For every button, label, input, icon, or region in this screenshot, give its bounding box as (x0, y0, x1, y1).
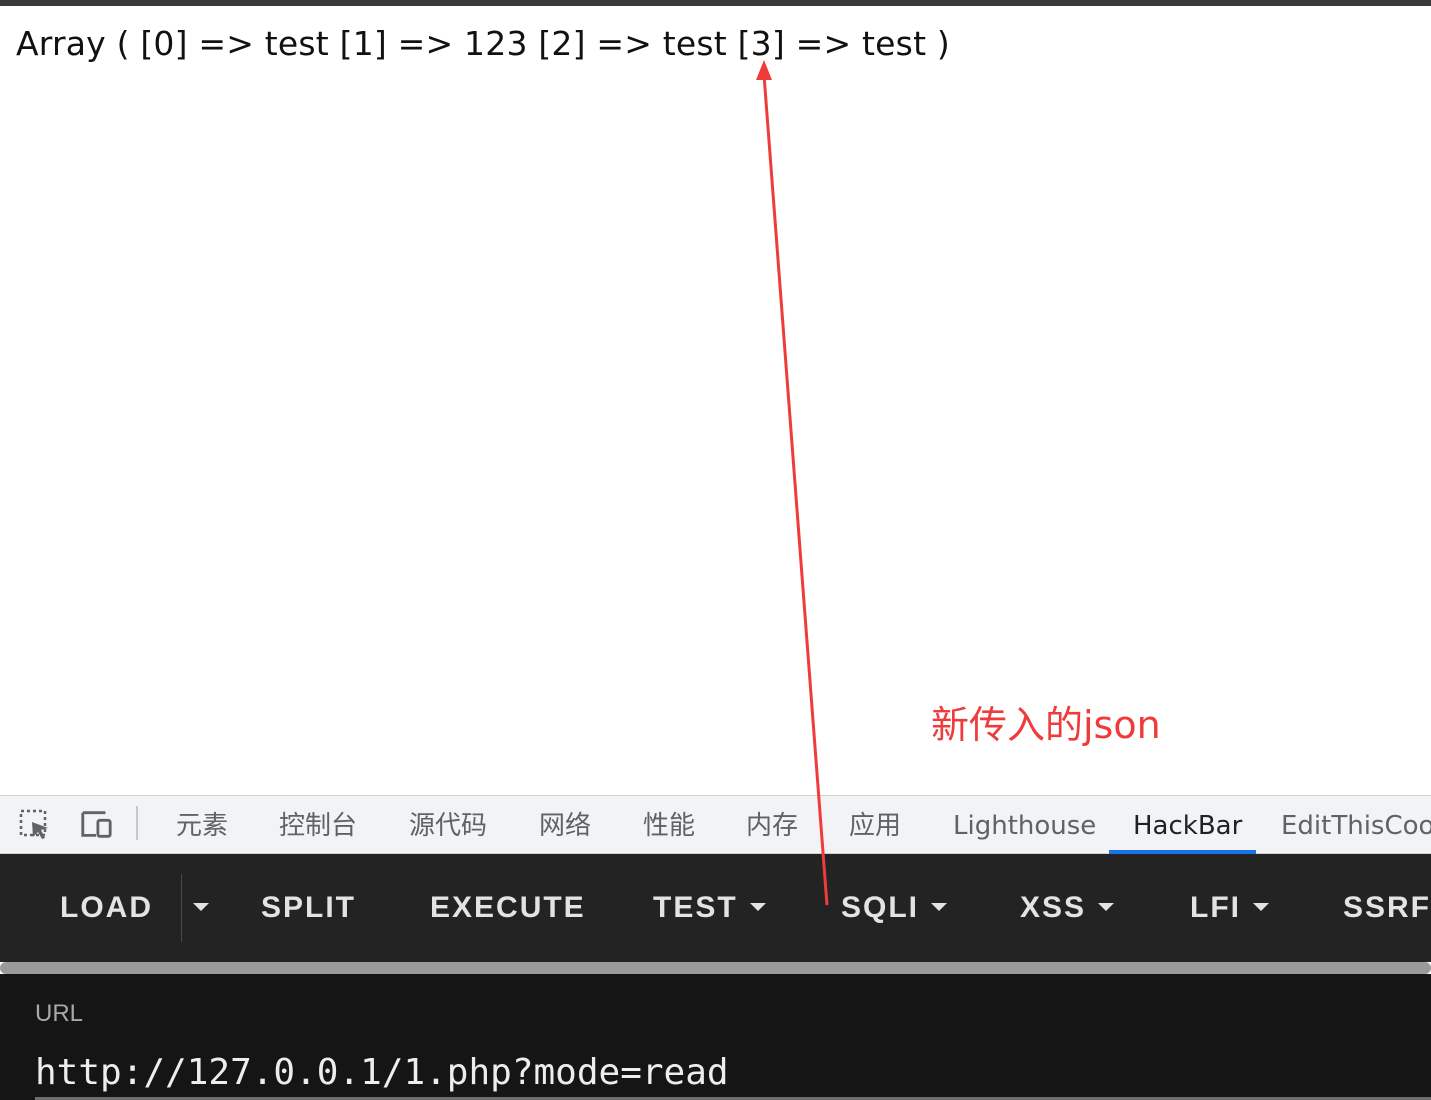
inspect-element-icon[interactable] (18, 808, 52, 842)
tab-editthiscookie[interactable]: EditThisCook (1281, 811, 1431, 841)
chevron-down-icon (1098, 903, 1115, 912)
tab-hackbar[interactable]: HackBar (1133, 811, 1243, 841)
active-tab-indicator (1109, 850, 1256, 854)
sqli-menu-label: SQLI (841, 891, 920, 924)
load-dropdown-button[interactable] (193, 884, 209, 932)
chevron-down-icon (1253, 903, 1269, 912)
hackbar-toolbar: LOAD SPLIT EXECUTE TEST SQLI XSS LFI SSR… (0, 854, 1431, 962)
toolbar-separator (136, 806, 138, 840)
tab-lighthouse[interactable]: Lighthouse (953, 811, 1097, 841)
tab-performance[interactable]: 性能 (643, 811, 696, 841)
sqli-menu-button[interactable]: SQLI (841, 884, 948, 932)
window-top-border (0, 0, 1431, 6)
annotation-arrow-head (756, 60, 772, 80)
load-button-divider (181, 874, 182, 942)
test-menu-label: TEST (653, 891, 738, 924)
lfi-menu-label: LFI (1190, 891, 1241, 924)
url-input[interactable]: http://127.0.0.1/1.php?mode=read (35, 1052, 729, 1093)
chevron-down-icon (749, 903, 766, 912)
page-output-text: Array ( [0] => test [1] => 123 [2] => te… (16, 24, 950, 63)
tab-memory[interactable]: 内存 (746, 811, 799, 841)
ssrf-menu-button[interactable]: SSRF (1343, 891, 1431, 924)
device-toolbar-icon[interactable] (79, 808, 113, 842)
test-menu-button[interactable]: TEST (653, 884, 766, 932)
tab-sources[interactable]: 源代码 (409, 811, 488, 841)
load-button[interactable]: LOAD (60, 891, 153, 924)
tab-application[interactable]: 应用 (849, 811, 902, 841)
split-button[interactable]: SPLIT (261, 891, 357, 924)
tab-network[interactable]: 网络 (539, 811, 592, 841)
xss-menu-button[interactable]: XSS (1020, 884, 1115, 932)
hackbar-panel (0, 974, 1431, 1100)
tab-elements[interactable]: 元素 (176, 811, 229, 841)
xss-menu-label: XSS (1020, 891, 1087, 924)
url-input-underline (35, 1097, 1431, 1100)
lfi-menu-button[interactable]: LFI (1190, 884, 1269, 932)
execute-button[interactable]: EXECUTE (430, 891, 586, 924)
url-field-label: URL (35, 1000, 84, 1027)
annotation-arrow-line (762, 74, 829, 906)
toolbar-horizontal-scrollbar[interactable] (0, 962, 1431, 974)
devtools-tab-bar: 元素 控制台 源代码 网络 性能 内存 应用 Lighthouse HackBa… (0, 795, 1431, 854)
annotation-label: 新传入的json (931, 703, 1161, 747)
chevron-down-icon (193, 903, 209, 912)
chevron-down-icon (931, 903, 948, 912)
tab-console[interactable]: 控制台 (279, 811, 358, 841)
